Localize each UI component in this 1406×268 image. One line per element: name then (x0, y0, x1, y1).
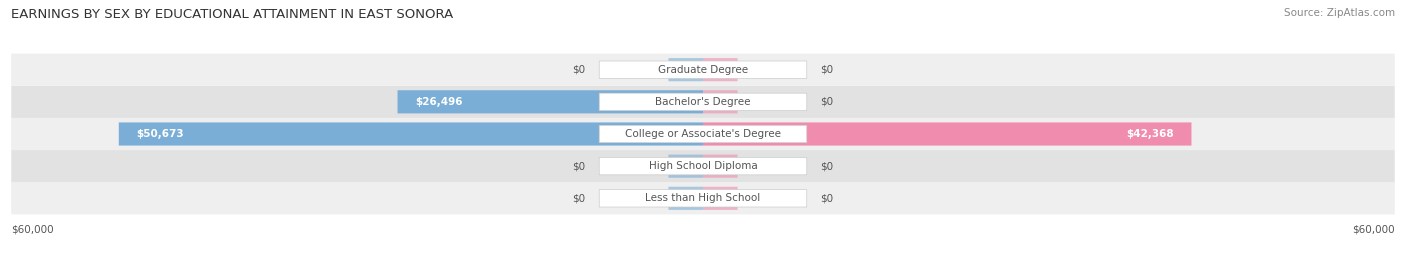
FancyBboxPatch shape (11, 118, 1395, 150)
Text: $0: $0 (572, 161, 585, 171)
FancyBboxPatch shape (703, 58, 738, 81)
Text: High School Diploma: High School Diploma (648, 161, 758, 171)
Text: $0: $0 (572, 193, 585, 203)
Text: $42,368: $42,368 (1126, 129, 1174, 139)
Text: $26,496: $26,496 (415, 97, 463, 107)
FancyBboxPatch shape (11, 54, 1395, 86)
FancyBboxPatch shape (668, 58, 703, 81)
Text: $0: $0 (821, 161, 834, 171)
FancyBboxPatch shape (599, 190, 807, 207)
FancyBboxPatch shape (398, 90, 703, 113)
FancyBboxPatch shape (599, 158, 807, 175)
Text: Source: ZipAtlas.com: Source: ZipAtlas.com (1284, 8, 1395, 18)
Text: $0: $0 (572, 65, 585, 75)
Text: Bachelor's Degree: Bachelor's Degree (655, 97, 751, 107)
Text: $50,673: $50,673 (136, 129, 184, 139)
Text: Less than High School: Less than High School (645, 193, 761, 203)
FancyBboxPatch shape (599, 61, 807, 78)
FancyBboxPatch shape (118, 122, 703, 146)
Text: $0: $0 (821, 97, 834, 107)
FancyBboxPatch shape (11, 150, 1395, 182)
Text: $0: $0 (821, 193, 834, 203)
FancyBboxPatch shape (668, 187, 703, 210)
FancyBboxPatch shape (703, 187, 738, 210)
Text: $60,000: $60,000 (11, 224, 53, 234)
FancyBboxPatch shape (11, 182, 1395, 214)
FancyBboxPatch shape (703, 122, 1191, 146)
Text: $0: $0 (821, 65, 834, 75)
FancyBboxPatch shape (668, 155, 703, 178)
Text: EARNINGS BY SEX BY EDUCATIONAL ATTAINMENT IN EAST SONORA: EARNINGS BY SEX BY EDUCATIONAL ATTAINMEN… (11, 8, 454, 21)
Text: College or Associate's Degree: College or Associate's Degree (626, 129, 780, 139)
Text: Graduate Degree: Graduate Degree (658, 65, 748, 75)
FancyBboxPatch shape (11, 86, 1395, 118)
FancyBboxPatch shape (703, 155, 738, 178)
Text: $60,000: $60,000 (1353, 224, 1395, 234)
FancyBboxPatch shape (599, 125, 807, 143)
FancyBboxPatch shape (599, 93, 807, 110)
FancyBboxPatch shape (703, 90, 738, 113)
